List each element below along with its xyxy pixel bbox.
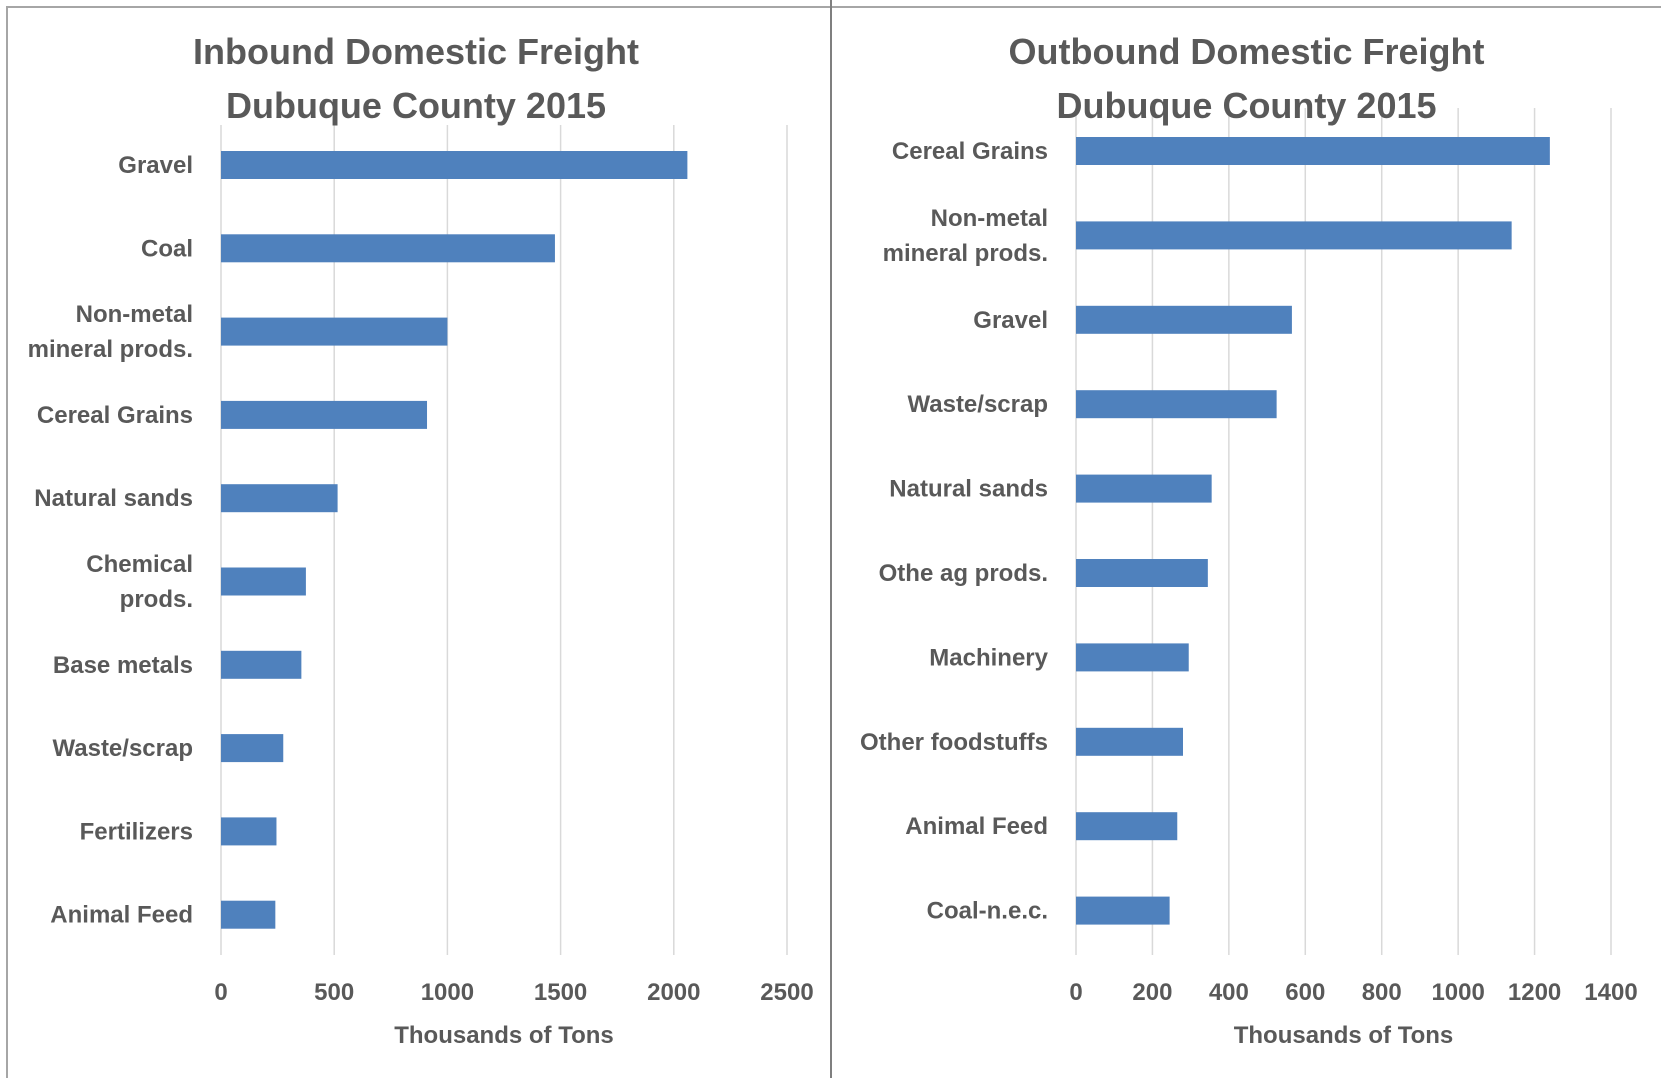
inbound-category-label-line: Natural sands: [34, 485, 193, 512]
inbound-category-label: Coal: [141, 235, 193, 262]
outbound-category-label-line: Cereal Grains: [892, 138, 1048, 165]
inbound-category-label: Cereal Grains: [37, 402, 193, 429]
inbound-category-label-line: Waste/scrap: [52, 735, 193, 762]
outbound-category-label-line: Waste/scrap: [907, 391, 1048, 418]
outbound-category-label-line: Machinery: [929, 644, 1048, 671]
inbound-category-label-line: Non-metal: [76, 301, 193, 328]
inbound-category-label: Gravel: [118, 152, 193, 179]
inbound-bar: [221, 151, 688, 179]
outbound-category-label-line: Coal-n.e.c.: [927, 898, 1048, 925]
outbound-category-label: Coal-n.e.c.: [927, 898, 1048, 925]
inbound-category-label: Waste/scrap: [52, 735, 193, 762]
inbound-bar: [221, 317, 448, 346]
outbound-bar: [1076, 305, 1292, 334]
outbound-category-label: Machinery: [929, 644, 1048, 671]
inbound-tick-label: 1500: [534, 979, 587, 1006]
outbound-category-label-line: Natural sands: [889, 476, 1048, 503]
inbound-category-label: Natural sands: [34, 485, 193, 512]
inbound-category-label: Fertilizers: [80, 818, 193, 845]
outbound-title-line-1: Outbound Domestic Freight: [1008, 31, 1485, 72]
inbound-x-axis-title: Thousands of Tons: [394, 1022, 614, 1049]
outbound-tick-label: 400: [1209, 979, 1249, 1006]
outbound-tick-label: 800: [1362, 979, 1402, 1006]
inbound-bar: [221, 734, 284, 763]
inbound-bar: [221, 234, 555, 263]
outbound-title-line-2: Dubuque County 2015: [1056, 85, 1437, 126]
outbound-category-label: Non-metal mineral prods.: [883, 205, 1048, 267]
inbound-category-label: Animal Feed: [50, 902, 193, 929]
outbound-chart-panel: Cereal Grains Non-metal mineral prods. Grav…: [832, 0, 1661, 1078]
outbound-tick-label: 1000: [1431, 979, 1484, 1006]
panel-border: [832, 6, 1661, 8]
inbound-tick-label: 2000: [647, 979, 700, 1006]
outbound-category-label: Othe ag prods.: [879, 560, 1048, 587]
inbound-category-label-line: prods.: [120, 586, 193, 613]
inbound-category-label-line: Animal Feed: [50, 902, 193, 929]
outbound-category-label: Natural sands: [889, 476, 1048, 503]
outbound-x-axis-title: Thousands of Tons: [1234, 1022, 1454, 1049]
outbound-tick-label: 0: [1069, 979, 1082, 1006]
outbound-tick-label: 600: [1285, 979, 1325, 1006]
panel-border: [6, 6, 8, 1078]
outbound-category-label-line: Gravel: [973, 307, 1048, 334]
outbound-category-label-line: Othe ag prods.: [879, 560, 1048, 587]
outbound-category-label: Waste/scrap: [907, 391, 1048, 418]
inbound-category-label-line: Cereal Grains: [37, 402, 193, 429]
outbound-tick-label: 1200: [1508, 979, 1561, 1006]
outbound-bar: [1076, 390, 1277, 419]
outbound-bar: [1076, 474, 1212, 503]
outbound-category-label: Cereal Grains: [892, 138, 1048, 165]
outbound-chart-svg: Cereal Grains Non-metal mineral prods. Grav…: [860, 108, 1638, 1049]
outbound-bar: [1076, 812, 1178, 841]
outbound-bar: [1076, 137, 1550, 165]
inbound-category-label: Base metals: [53, 652, 193, 679]
inbound-title-line-1: Inbound Domestic Freight: [193, 31, 639, 72]
panel-border: [6, 6, 830, 8]
inbound-category-label-line: Gravel: [118, 152, 193, 179]
outbound-category-label-line: Animal Feed: [905, 813, 1048, 840]
outbound-bar: [1076, 559, 1208, 587]
inbound-category-label: Chemical prods.: [86, 551, 193, 613]
inbound-category-label-line: Coal: [141, 235, 193, 262]
inbound-tick-label: 500: [314, 979, 354, 1006]
inbound-category-label-line: Chemical: [86, 551, 193, 578]
inbound-chart-title: Inbound Domestic Freight Dubuque County …: [0, 25, 832, 133]
outbound-bar: [1076, 221, 1512, 250]
inbound-bar: [221, 817, 277, 846]
outbound-category-label: Gravel: [973, 307, 1048, 334]
inbound-bar: [221, 484, 338, 513]
inbound-tick-label: 1000: [421, 979, 474, 1006]
inbound-tick-label: 0: [214, 979, 227, 1006]
inbound-title-line-2: Dubuque County 2015: [225, 85, 607, 126]
outbound-category-label-line: Non-metal: [931, 205, 1048, 232]
outbound-bar: [1076, 727, 1183, 756]
inbound-category-label-line: Base metals: [53, 652, 193, 679]
inbound-bar: [221, 900, 276, 929]
outbound-category-label-line: Other foodstuffs: [860, 729, 1048, 756]
inbound-chart-svg: Gravel Coal Non-metal mineral prods. Cereal …: [28, 125, 814, 1049]
inbound-bar: [221, 400, 428, 429]
inbound-tick-label: 2500: [760, 979, 813, 1006]
inbound-bar: [221, 650, 302, 679]
inbound-category-label: Non-metal mineral prods.: [28, 301, 193, 363]
outbound-chart-title: Outbound Domestic Freight Dubuque County…: [832, 25, 1661, 133]
inbound-chart-panel: Gravel Coal Non-metal mineral prods. Cereal …: [0, 0, 832, 1078]
inbound-category-label-line: Fertilizers: [80, 818, 193, 845]
outbound-bar: [1076, 643, 1189, 672]
outbound-category-label: Animal Feed: [905, 813, 1048, 840]
inbound-category-label-line: mineral prods.: [28, 336, 193, 363]
outbound-tick-label: 1400: [1584, 979, 1637, 1006]
outbound-category-label-line: mineral prods.: [883, 240, 1048, 267]
outbound-bar: [1076, 896, 1170, 925]
outbound-tick-label: 200: [1132, 979, 1172, 1006]
outbound-category-label: Other foodstuffs: [860, 729, 1048, 756]
inbound-bar: [221, 567, 306, 596]
